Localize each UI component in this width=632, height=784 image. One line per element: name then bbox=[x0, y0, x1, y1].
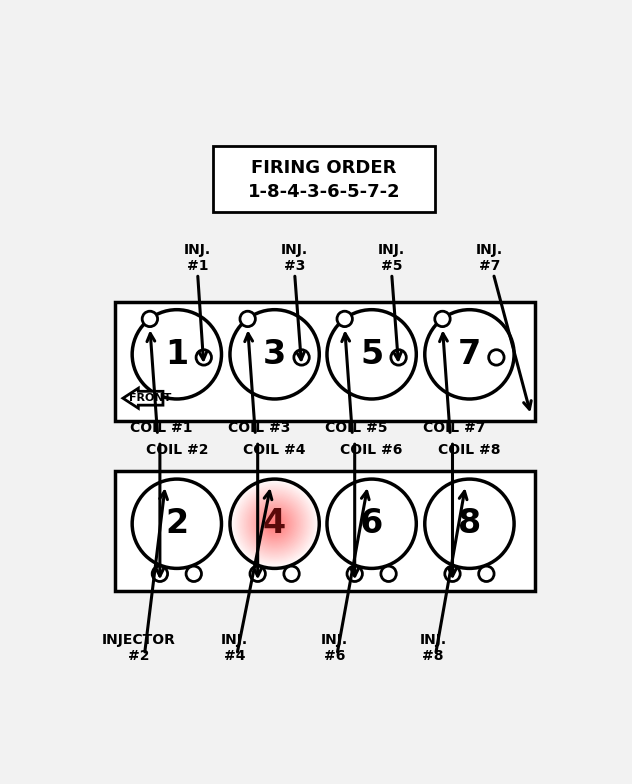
Circle shape bbox=[230, 310, 319, 399]
Circle shape bbox=[240, 489, 309, 558]
Circle shape bbox=[232, 481, 317, 566]
Circle shape bbox=[234, 484, 315, 564]
Circle shape bbox=[142, 311, 157, 327]
Circle shape bbox=[248, 497, 301, 550]
Circle shape bbox=[243, 492, 306, 555]
Circle shape bbox=[238, 487, 312, 561]
Circle shape bbox=[231, 480, 318, 568]
Circle shape bbox=[246, 495, 303, 552]
Circle shape bbox=[261, 510, 288, 537]
Circle shape bbox=[337, 311, 353, 327]
Circle shape bbox=[262, 511, 287, 536]
Bar bbox=[115, 471, 535, 590]
Circle shape bbox=[255, 505, 294, 543]
Text: FRONT: FRONT bbox=[130, 394, 172, 403]
Circle shape bbox=[347, 566, 362, 582]
Circle shape bbox=[391, 350, 406, 365]
Text: COIL #8: COIL #8 bbox=[438, 443, 501, 457]
Circle shape bbox=[260, 510, 289, 539]
Text: COIL #1: COIL #1 bbox=[130, 421, 193, 435]
Circle shape bbox=[327, 310, 416, 399]
Circle shape bbox=[478, 566, 494, 582]
Circle shape bbox=[425, 479, 514, 568]
Circle shape bbox=[284, 566, 300, 582]
Circle shape bbox=[251, 500, 298, 547]
Text: COIL #3: COIL #3 bbox=[228, 421, 291, 435]
Text: 2: 2 bbox=[165, 507, 188, 540]
Circle shape bbox=[259, 508, 290, 539]
Text: 5: 5 bbox=[360, 338, 383, 371]
Circle shape bbox=[239, 488, 310, 560]
Circle shape bbox=[249, 498, 300, 550]
Text: COIL #7: COIL #7 bbox=[423, 421, 485, 435]
Text: INJ.
#7: INJ. #7 bbox=[476, 243, 503, 274]
Circle shape bbox=[250, 499, 299, 548]
Circle shape bbox=[236, 486, 313, 561]
Text: COIL #5: COIL #5 bbox=[325, 421, 387, 435]
Circle shape bbox=[236, 485, 313, 563]
Circle shape bbox=[269, 518, 280, 529]
Circle shape bbox=[264, 513, 286, 535]
Circle shape bbox=[253, 503, 296, 545]
Text: INJECTOR
#2: INJECTOR #2 bbox=[101, 633, 175, 663]
Circle shape bbox=[381, 566, 396, 582]
Text: 8: 8 bbox=[458, 507, 481, 540]
Text: INJ.
#6: INJ. #6 bbox=[321, 633, 348, 663]
Circle shape bbox=[186, 566, 202, 582]
Text: INJ.
#8: INJ. #8 bbox=[420, 633, 447, 663]
Circle shape bbox=[241, 490, 308, 557]
Text: INJ.
#1: INJ. #1 bbox=[184, 243, 211, 274]
Circle shape bbox=[132, 479, 221, 568]
Polygon shape bbox=[123, 388, 163, 408]
Circle shape bbox=[246, 495, 303, 553]
Text: INJ.
#5: INJ. #5 bbox=[378, 243, 405, 274]
Circle shape bbox=[132, 310, 221, 399]
Text: 1: 1 bbox=[165, 338, 188, 371]
Text: 7: 7 bbox=[458, 338, 481, 371]
Circle shape bbox=[230, 479, 319, 568]
Circle shape bbox=[274, 523, 276, 524]
Circle shape bbox=[258, 507, 291, 540]
Circle shape bbox=[196, 350, 212, 365]
Circle shape bbox=[255, 503, 295, 544]
Circle shape bbox=[435, 311, 450, 327]
Circle shape bbox=[327, 479, 416, 568]
Circle shape bbox=[152, 566, 167, 582]
Text: FIRING ORDER: FIRING ORDER bbox=[251, 159, 397, 177]
Text: INJ.
#4: INJ. #4 bbox=[221, 633, 248, 663]
Bar bbox=[115, 302, 535, 421]
Circle shape bbox=[265, 514, 284, 534]
Circle shape bbox=[245, 494, 305, 554]
Text: COIL #4: COIL #4 bbox=[243, 443, 306, 457]
Text: 1-8-4-3-6-5-7-2: 1-8-4-3-6-5-7-2 bbox=[248, 183, 400, 201]
Circle shape bbox=[489, 350, 504, 365]
Circle shape bbox=[268, 517, 281, 531]
Text: INJ.
#3: INJ. #3 bbox=[281, 243, 308, 274]
Circle shape bbox=[272, 521, 277, 526]
Circle shape bbox=[270, 519, 279, 528]
Circle shape bbox=[265, 515, 284, 532]
Text: 4: 4 bbox=[263, 507, 286, 540]
Circle shape bbox=[240, 311, 255, 327]
Circle shape bbox=[271, 521, 278, 527]
Text: 3: 3 bbox=[263, 338, 286, 371]
Circle shape bbox=[250, 566, 265, 582]
Text: COIL #6: COIL #6 bbox=[341, 443, 403, 457]
Circle shape bbox=[233, 482, 316, 565]
Text: COIL #2: COIL #2 bbox=[145, 443, 208, 457]
Circle shape bbox=[242, 492, 307, 556]
Circle shape bbox=[445, 566, 460, 582]
Text: 6: 6 bbox=[360, 507, 383, 540]
Circle shape bbox=[252, 502, 297, 546]
Circle shape bbox=[257, 506, 293, 542]
Circle shape bbox=[425, 310, 514, 399]
Circle shape bbox=[267, 516, 283, 532]
Bar bbox=[213, 147, 435, 212]
Circle shape bbox=[294, 350, 309, 365]
